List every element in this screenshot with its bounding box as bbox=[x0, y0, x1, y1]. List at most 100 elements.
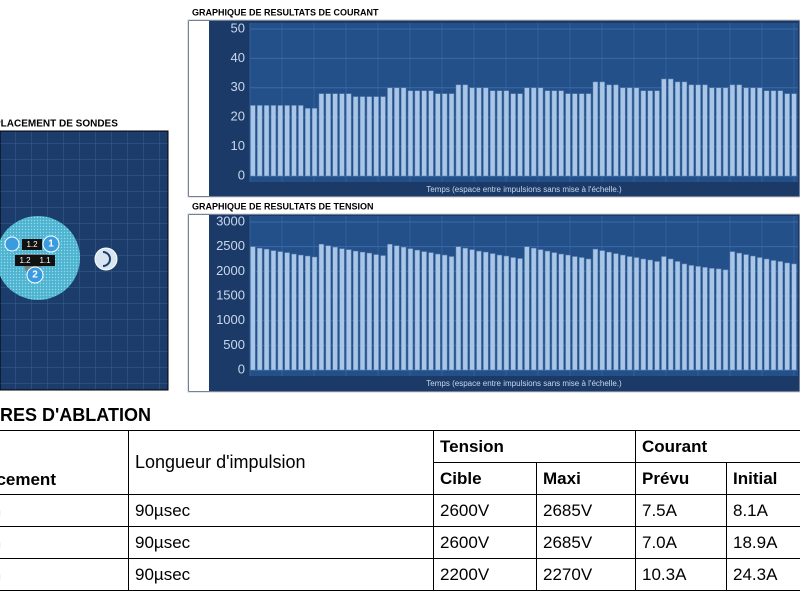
bar bbox=[716, 268, 722, 371]
y-tick-label: 1000 bbox=[216, 312, 245, 327]
bar bbox=[722, 269, 729, 371]
bar bbox=[722, 87, 729, 177]
bar bbox=[654, 261, 660, 371]
bar bbox=[627, 256, 633, 371]
bar bbox=[688, 84, 694, 177]
bar bbox=[668, 258, 674, 371]
bar bbox=[407, 90, 414, 177]
bar bbox=[298, 105, 304, 177]
bar bbox=[339, 93, 345, 177]
bar bbox=[257, 105, 263, 177]
header-cell: Courant bbox=[635, 430, 800, 463]
bar bbox=[387, 243, 393, 371]
bar bbox=[311, 108, 318, 177]
bar bbox=[442, 93, 448, 177]
header-cell: acement bbox=[0, 430, 129, 495]
bar bbox=[421, 90, 427, 177]
bar bbox=[496, 254, 503, 371]
bar bbox=[339, 248, 345, 371]
y-tick-label: 500 bbox=[223, 337, 245, 352]
bar bbox=[257, 247, 263, 371]
bar bbox=[729, 84, 736, 177]
bar bbox=[394, 245, 400, 371]
bar bbox=[777, 261, 783, 371]
subheader-cell: Initial bbox=[726, 462, 800, 495]
bar bbox=[263, 105, 270, 177]
bar bbox=[537, 249, 544, 371]
bar bbox=[284, 252, 290, 371]
bar bbox=[757, 87, 763, 177]
bar bbox=[407, 248, 414, 371]
bar bbox=[346, 249, 352, 371]
bar bbox=[640, 90, 646, 177]
bar bbox=[483, 251, 489, 371]
bar bbox=[784, 262, 790, 371]
bar bbox=[366, 96, 372, 177]
bar bbox=[503, 255, 509, 371]
bar bbox=[414, 90, 420, 177]
plot-area bbox=[250, 23, 798, 182]
bar bbox=[250, 105, 256, 177]
bar bbox=[400, 246, 407, 371]
bar bbox=[551, 252, 557, 371]
bar bbox=[435, 253, 441, 371]
distance-box bbox=[15, 255, 35, 266]
bar bbox=[784, 93, 790, 177]
distance-label: 1.2 bbox=[19, 256, 31, 265]
bar bbox=[565, 254, 571, 371]
bar bbox=[435, 93, 441, 177]
bar bbox=[387, 87, 393, 177]
bar bbox=[510, 257, 516, 371]
table-cell: 90µsec bbox=[128, 558, 434, 591]
bar bbox=[325, 245, 331, 371]
table-row: m90µsec2600V2685V7.5A8.1A bbox=[0, 494, 800, 527]
bar bbox=[647, 90, 653, 177]
bar bbox=[764, 90, 770, 177]
bar bbox=[674, 81, 681, 177]
bar bbox=[448, 256, 455, 371]
y-tick-label: 30 bbox=[231, 79, 245, 94]
bar bbox=[469, 87, 475, 177]
bar bbox=[380, 255, 386, 371]
bar bbox=[421, 251, 427, 371]
y-tick-label: 2500 bbox=[216, 238, 245, 253]
bar bbox=[729, 251, 736, 371]
bar bbox=[311, 256, 318, 371]
bar bbox=[353, 96, 359, 177]
probe-icon bbox=[42, 235, 60, 253]
table-cell: 24.3A bbox=[726, 558, 800, 591]
bar bbox=[483, 87, 489, 177]
bar bbox=[736, 84, 742, 177]
y-tick-label: 40 bbox=[231, 50, 245, 65]
table-cell: 7.0A bbox=[635, 526, 727, 559]
bar bbox=[695, 266, 701, 371]
rotate-button[interactable] bbox=[94, 247, 118, 271]
y-tick-label: 10 bbox=[231, 138, 245, 153]
y-tick-label: 0 bbox=[238, 167, 245, 182]
bar bbox=[599, 250, 605, 371]
subheader-cell: Maxi bbox=[536, 462, 636, 495]
x-axis-label: Temps (espace entre impulsions sans mise… bbox=[426, 379, 622, 388]
bar bbox=[305, 108, 311, 177]
chart-side bbox=[189, 21, 209, 196]
bar bbox=[633, 87, 640, 177]
bar bbox=[654, 90, 660, 177]
bar bbox=[764, 258, 770, 371]
table-cell: 2200V bbox=[433, 558, 537, 591]
bar bbox=[565, 93, 571, 177]
bar bbox=[661, 78, 667, 177]
bar bbox=[572, 256, 578, 371]
bar bbox=[318, 93, 325, 177]
probe-icon bbox=[26, 266, 44, 284]
distance-box bbox=[22, 239, 42, 250]
bar bbox=[537, 87, 544, 177]
bar bbox=[270, 250, 277, 371]
bar bbox=[250, 246, 256, 371]
bar bbox=[462, 84, 468, 177]
table-cell: 10.3A bbox=[635, 558, 727, 591]
chart-title: GRAPHIQUE DE RESULTATS DE COURANT bbox=[192, 7, 379, 17]
bar bbox=[496, 90, 503, 177]
bar bbox=[613, 253, 619, 371]
bar bbox=[359, 251, 366, 371]
